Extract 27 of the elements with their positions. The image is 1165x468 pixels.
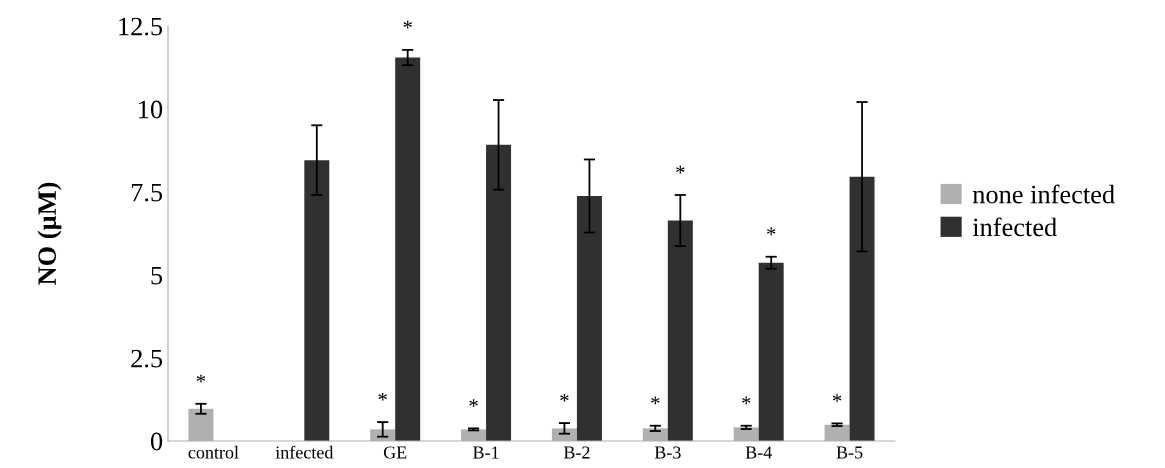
- x-tick-label: B-3: [654, 446, 681, 459]
- x-tick-label: B-2: [563, 446, 590, 459]
- annotation: *: [469, 399, 478, 407]
- x-tick-label: B-4: [745, 446, 772, 459]
- legend-label: infected: [972, 217, 1057, 237]
- annotation: *: [196, 374, 206, 383]
- y-tick-label: 12.5: [119, 17, 163, 36]
- y-tick-label: 5: [151, 266, 163, 285]
- annotation: *: [403, 20, 412, 29]
- annotation: *: [651, 396, 660, 405]
- annotation: *: [832, 394, 842, 402]
- y-axis-title: NO (µM): [37, 182, 62, 285]
- y-tick-label: 7.5: [131, 183, 163, 202]
- x-tick-label: control: [188, 445, 239, 459]
- x-tick-label: GE: [383, 446, 407, 459]
- legend-label: none infected: [972, 184, 1115, 204]
- annotation: *: [676, 165, 685, 174]
- annotation: *: [378, 392, 387, 401]
- annotation: *: [560, 393, 569, 402]
- x-tick-label: B-5: [836, 446, 863, 459]
- x-tick-label: infected: [275, 445, 334, 459]
- annotation: *: [742, 396, 751, 405]
- annotation: *: [766, 227, 776, 236]
- y-tick-label: 2.5: [131, 349, 163, 368]
- y-tick-label: 0: [150, 432, 163, 451]
- y-tick-label: 10: [139, 100, 163, 119]
- x-tick-label: B-1: [473, 446, 499, 459]
